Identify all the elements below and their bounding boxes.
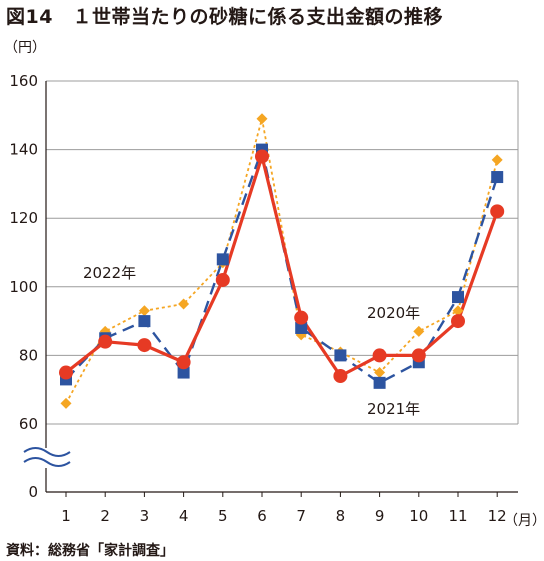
data-point-0-4 [178,298,190,310]
x-tick-label-1: 1 [61,507,71,525]
data-point-2-4 [176,355,191,370]
data-point-1-12 [491,171,504,184]
data-point-0-10 [413,325,425,337]
x-tick-label-11: 11 [448,507,467,525]
data-point-1-4 [177,366,190,379]
data-point-2-5 [215,272,230,287]
data-point-0-3 [138,305,150,317]
x-tick-label-4: 4 [179,507,189,525]
axis-break-mark [23,447,71,457]
y-tick-label-60: 60 [19,415,38,433]
data-point-1-5 [216,253,229,266]
data-point-2-2 [98,334,113,349]
x-axis-unit: （月） [504,513,544,529]
data-point-0-1 [60,397,72,409]
data-point-1-7 [295,321,308,334]
data-point-2-10 [411,348,426,363]
data-point-2-7 [294,310,309,325]
data-point-0-9 [374,367,386,379]
data-point-2-11 [451,314,465,329]
y-tick-label-0: 0 [28,483,38,501]
series-label-2022: 2022年 [83,264,136,282]
x-tick-label-6: 6 [257,507,267,525]
y-tick-label-140: 140 [9,141,38,159]
x-tick-label-8: 8 [336,507,346,525]
x-tick-label-3: 3 [140,507,150,525]
data-point-1-3 [138,315,151,328]
data-point-2-9 [372,348,387,363]
x-tick-label-10: 10 [409,507,428,525]
data-point-2-1 [59,365,73,380]
data-point-1-11 [452,291,464,304]
axis-break-mask [22,448,74,468]
y-tick-label-80: 80 [19,346,38,364]
data-point-0-6 [256,113,268,125]
y-tick-label-120: 120 [9,209,38,227]
source-note: 資料：総務省「家計調査」 [6,543,174,559]
data-point-0-11 [452,305,464,317]
y-tick-label-160: 160 [9,72,38,90]
x-tick-label-7: 7 [296,507,306,525]
axis-break-mark [23,457,71,467]
data-point-1-9 [373,376,386,389]
chart-title: 図14 １世帯当たりの砂糖に係る支出金額の推移 [6,6,443,28]
data-point-2-3 [137,338,152,353]
series-label-2021: 2021年 [367,400,420,418]
x-tick-label-5: 5 [218,507,228,525]
series-label-2020: 2020年 [367,304,420,322]
x-tick-label-9: 9 [375,507,385,525]
data-point-0-12 [491,154,503,166]
y-tick-label-100: 100 [9,278,38,296]
data-point-2-8 [333,368,348,383]
data-point-2-12 [490,204,505,219]
x-tick-label-12: 12 [488,507,507,525]
data-point-1-8 [334,349,347,362]
series-line-0 [65,117,499,404]
data-point-2-6 [255,149,269,164]
y-axis-unit: （円） [4,40,46,56]
x-tick-label-2: 2 [100,507,110,525]
